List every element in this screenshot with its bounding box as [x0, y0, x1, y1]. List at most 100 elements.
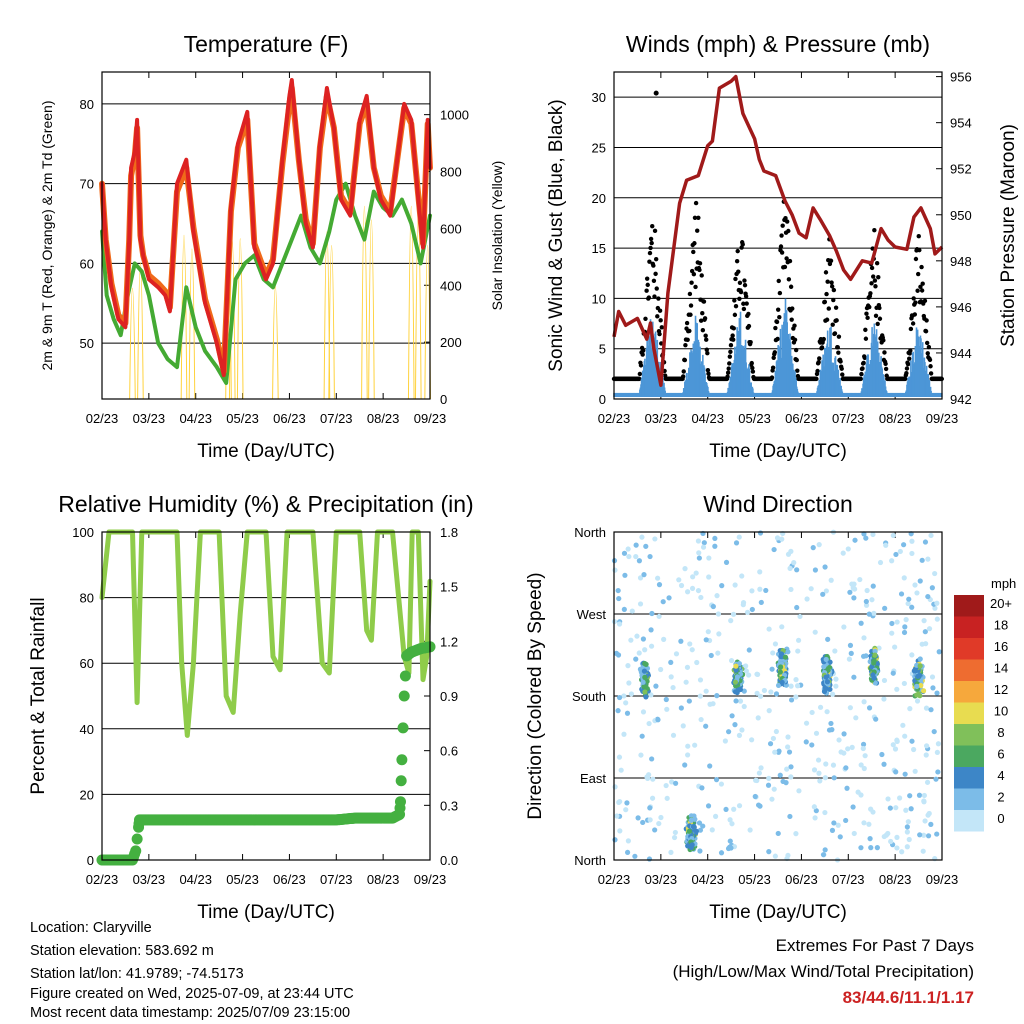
- winds-xtick-label: 05/23: [738, 411, 771, 426]
- direction-point: [791, 560, 797, 566]
- direction-point: [617, 828, 623, 834]
- direction-point: [728, 845, 734, 851]
- direction-point: [788, 697, 795, 703]
- winds-gust-point: [905, 362, 911, 367]
- direction-point: [822, 775, 828, 781]
- direction-point: [642, 660, 648, 667]
- direction-point: [928, 707, 934, 713]
- direction-point: [718, 781, 725, 787]
- winds-gust-point: [741, 306, 747, 312]
- direction-point: [732, 722, 738, 728]
- direction-point: [688, 813, 694, 819]
- direction-point: [890, 742, 896, 748]
- temperature-title: Temperature (F): [184, 31, 349, 57]
- direction-point: [779, 536, 785, 542]
- direction-point: [682, 762, 688, 768]
- winds-gust-point: [831, 287, 837, 293]
- direction-point: [820, 591, 826, 597]
- direction-point: [847, 642, 854, 648]
- direction-point: [889, 558, 895, 564]
- winds-gust-point: [859, 371, 864, 377]
- winds-gust-point: [790, 306, 795, 311]
- direction-point: [857, 576, 863, 583]
- direction-point: [650, 776, 656, 782]
- winds-gust-point: [789, 317, 794, 322]
- direction-point: [639, 733, 645, 739]
- direction-point: [757, 569, 763, 575]
- winds-gust-point: [924, 340, 930, 346]
- direction-point: [888, 838, 894, 845]
- direction-point: [649, 795, 656, 801]
- direction-legend-label: 2: [997, 790, 1004, 805]
- direction-point: [835, 822, 841, 828]
- winds-gust-point: [918, 284, 923, 290]
- direction-point: [936, 649, 942, 655]
- winds-gust-point: [735, 248, 740, 254]
- direction-point: [868, 845, 874, 851]
- winds-gust-point: [788, 284, 794, 289]
- direction-point: [851, 595, 857, 601]
- direction-point: [666, 595, 672, 601]
- direction-point: [777, 669, 783, 675]
- direction-point: [671, 834, 678, 841]
- direction-point: [845, 746, 851, 752]
- direction-point: [934, 690, 940, 696]
- winds-gust-point: [771, 355, 776, 360]
- winds-gust-point: [697, 261, 703, 266]
- direction-point: [736, 686, 742, 692]
- direction-point: [697, 677, 704, 683]
- direction-xtick-label: 08/23: [879, 872, 912, 887]
- direction-point: [778, 664, 784, 670]
- direction-point: [847, 705, 853, 711]
- temperature-xtick-label: 02/23: [86, 411, 119, 426]
- direction-point: [845, 546, 851, 552]
- direction-point: [903, 617, 909, 623]
- direction-point: [770, 650, 776, 656]
- direction-point: [904, 824, 910, 830]
- winds-gust-point: [824, 317, 830, 322]
- direction-point: [803, 720, 810, 726]
- direction-point: [703, 637, 709, 643]
- winds-gust-point: [858, 376, 864, 382]
- direction-point: [898, 591, 905, 597]
- winds-gust-point: [865, 315, 870, 321]
- winds-gust-point: [822, 299, 828, 305]
- direction-point: [736, 732, 743, 738]
- direction-point: [849, 744, 855, 750]
- humidity-y2tick-label: 1.5: [440, 580, 458, 595]
- winds-gust-point: [869, 265, 875, 271]
- direction-point: [754, 671, 760, 677]
- winds-gust-point: [651, 263, 656, 268]
- direction-point: [640, 679, 646, 685]
- direction-point: [871, 610, 877, 616]
- direction-point: [709, 827, 715, 833]
- direction-point: [917, 663, 923, 669]
- direction-point: [829, 727, 835, 733]
- direction-point: [694, 659, 700, 666]
- direction-point: [739, 573, 745, 579]
- winds-gust-point: [775, 307, 781, 312]
- winds-gust-point: [685, 337, 690, 342]
- direction-point: [707, 763, 713, 769]
- direction-point: [733, 698, 739, 704]
- direction-point: [932, 570, 938, 577]
- direction-point: [889, 620, 895, 627]
- direction-point: [820, 852, 827, 858]
- winds-gust-point: [872, 278, 878, 283]
- humidity-y2tick-label: 0.0: [440, 853, 458, 868]
- direction-point: [761, 687, 768, 694]
- direction-point: [900, 722, 906, 728]
- winds-gust-point: [733, 303, 739, 309]
- direction-point: [852, 586, 858, 592]
- winds-wind-points: [613, 298, 943, 397]
- humidity-y2tick-label: 1.8: [440, 525, 458, 540]
- direction-point: [885, 796, 891, 802]
- direction-point: [934, 831, 940, 837]
- direction-point: [823, 588, 829, 594]
- direction-legend-swatch: [954, 681, 984, 703]
- winds-gust-point: [637, 376, 642, 382]
- temperature-ylabel: 2m & 9m T (Red, Orange) & 2m Td (Green): [39, 101, 55, 371]
- direction-point: [929, 674, 936, 680]
- winds-gust-point: [786, 228, 791, 234]
- direction-point: [746, 672, 752, 678]
